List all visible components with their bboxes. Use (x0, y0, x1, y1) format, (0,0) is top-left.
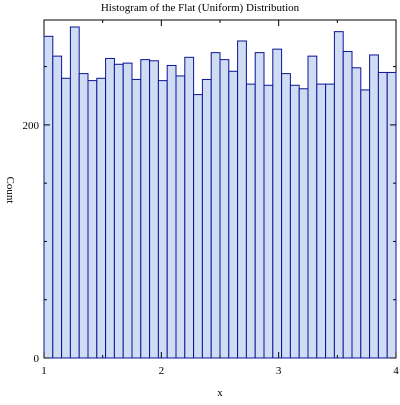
histogram-bar (369, 54, 379, 359)
histogram-bar (307, 55, 318, 359)
histogram-bar (105, 57, 115, 359)
x-tick-label: 3 (276, 365, 282, 377)
histogram-bar (316, 83, 327, 359)
histogram-bar (131, 78, 142, 359)
histogram-bar (333, 31, 344, 359)
histogram-bar (149, 60, 159, 359)
histogram-bar (175, 75, 186, 359)
x-tick-label: 4 (393, 365, 399, 377)
y-axis-label: Count (4, 177, 16, 204)
histogram-bar (245, 83, 256, 359)
chart-title: Histogram of the Flat (Uniform) Distribu… (101, 2, 300, 14)
histogram-bar (386, 71, 397, 359)
ticks-layer: 1 2 3 4 0 200 (23, 20, 399, 377)
histogram-bar (122, 62, 133, 359)
histogram-bar (140, 59, 151, 359)
histogram-bar (78, 73, 89, 359)
histogram-bar (201, 78, 212, 359)
histogram-bar (360, 89, 371, 359)
histogram-bar (43, 35, 54, 359)
x-tick-label: 2 (159, 365, 165, 377)
histogram-bar (113, 63, 124, 359)
histogram-bar (228, 70, 239, 359)
y-tick-label: 200 (23, 120, 40, 132)
histogram-bar (263, 84, 274, 359)
histogram-bar (69, 26, 80, 359)
histogram-bar (342, 50, 353, 359)
histogram-bar (96, 77, 107, 359)
bars-layer (43, 26, 397, 359)
histogram-bar (351, 67, 362, 359)
histogram-bar (298, 88, 309, 359)
histogram-bar (325, 83, 335, 359)
histogram-bar (219, 59, 230, 359)
histogram-bar (281, 73, 291, 359)
histogram-bar (166, 64, 177, 359)
histogram-bar (184, 56, 195, 359)
histogram-bar (52, 55, 63, 359)
histogram-bar (289, 84, 300, 359)
x-axis-label: x (217, 387, 223, 399)
histogram-bar (210, 52, 221, 359)
histogram-bar (254, 52, 265, 359)
histogram-bar (157, 80, 168, 359)
histogram-bar (193, 94, 203, 359)
histogram-bar (272, 48, 283, 359)
histogram-bar (61, 77, 71, 359)
x-tick-label: 1 (41, 365, 47, 377)
y-tick-label: 0 (34, 353, 40, 365)
histogram-bar (377, 71, 388, 359)
histogram-bar (237, 40, 247, 359)
histogram-bar (87, 80, 98, 359)
